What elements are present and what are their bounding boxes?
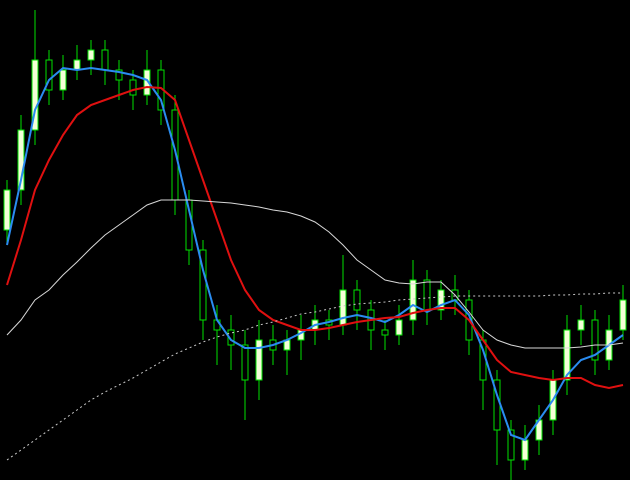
candle-body bbox=[143, 69, 151, 96]
candle-body bbox=[101, 49, 109, 71]
candle-body bbox=[73, 59, 81, 71]
candle-body bbox=[423, 279, 431, 311]
candle-body bbox=[339, 289, 347, 326]
candle-body bbox=[409, 279, 417, 321]
candle-body bbox=[437, 289, 445, 311]
candle-body bbox=[199, 249, 207, 321]
candle-body bbox=[115, 69, 123, 81]
moving-average-line bbox=[6, 292, 623, 461]
moving-average-line bbox=[6, 66, 624, 442]
candle-body bbox=[521, 439, 529, 461]
candle-body bbox=[31, 59, 39, 131]
moving-average-line bbox=[6, 85, 624, 390]
candle-body bbox=[381, 329, 389, 336]
candle-body bbox=[241, 344, 249, 381]
candle-body bbox=[507, 429, 515, 461]
candle-body bbox=[45, 59, 53, 91]
candle-body bbox=[563, 329, 571, 381]
candle-body bbox=[591, 319, 599, 361]
candle-body bbox=[255, 339, 263, 381]
candle-body bbox=[395, 319, 403, 336]
candle-body bbox=[577, 319, 585, 331]
candle-body bbox=[3, 189, 11, 231]
moving-average-line bbox=[6, 199, 624, 349]
candle-body bbox=[227, 329, 235, 346]
candle-body bbox=[353, 289, 361, 311]
candle-body bbox=[87, 49, 95, 61]
candle-body bbox=[619, 299, 627, 331]
candle-body bbox=[59, 69, 67, 91]
candle-body bbox=[129, 79, 137, 96]
